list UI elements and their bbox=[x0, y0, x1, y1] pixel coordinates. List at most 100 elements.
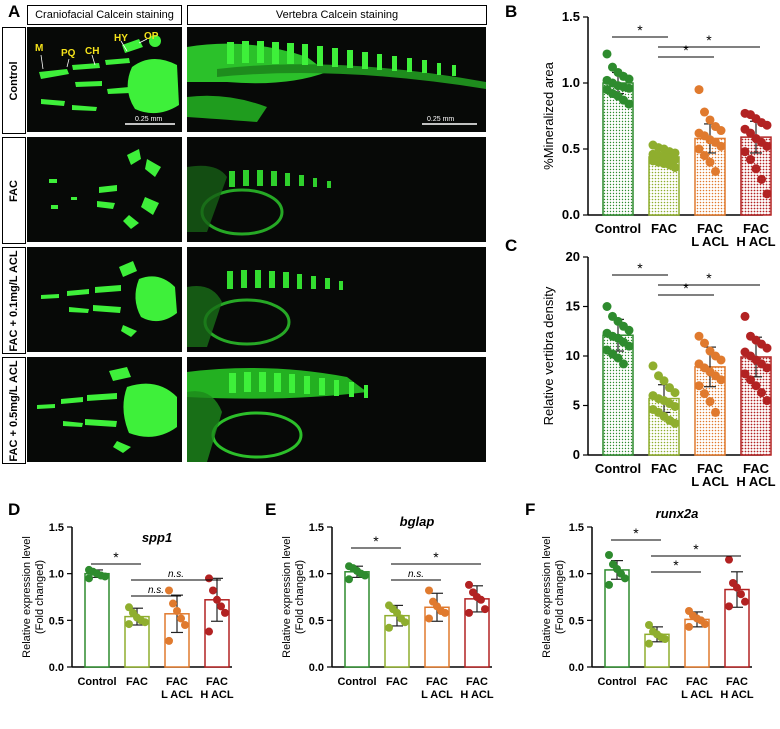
significance-label: * bbox=[637, 260, 643, 276]
y-tick-label: 1.0 bbox=[569, 569, 584, 581]
category-label: FAC bbox=[126, 676, 148, 688]
data-point bbox=[481, 605, 489, 614]
category-label: FAC bbox=[726, 676, 748, 688]
significance-label: * bbox=[373, 533, 379, 549]
data-point bbox=[740, 147, 750, 157]
category-label: L ACL bbox=[681, 689, 713, 701]
data-point bbox=[700, 338, 709, 348]
panel-label-e: E bbox=[265, 500, 277, 519]
y-axis-label-line: Relative vertibra density bbox=[541, 286, 556, 425]
y-tick-label: 0.5 bbox=[309, 615, 324, 627]
y-tick-label: 1.5 bbox=[562, 9, 580, 24]
significance-label: n.s. bbox=[408, 569, 424, 580]
category-label: L ACL bbox=[161, 689, 193, 701]
data-point bbox=[85, 574, 93, 583]
annot-hy: HY bbox=[114, 33, 128, 44]
y-axis-label: Relative vertibra density bbox=[541, 286, 556, 425]
data-point bbox=[165, 586, 173, 595]
significance-label: * bbox=[673, 557, 679, 573]
row-label-control: Control bbox=[2, 27, 26, 134]
bar bbox=[84, 572, 110, 668]
category-label: Control bbox=[595, 221, 641, 236]
data-point bbox=[740, 369, 750, 379]
panel-label-f: F bbox=[525, 500, 536, 519]
data-point bbox=[751, 381, 761, 391]
header-vertebra: Vertebra Calcein staining bbox=[187, 5, 487, 25]
y-tick-label: 0.0 bbox=[49, 662, 64, 674]
data-point bbox=[670, 388, 680, 398]
data-point bbox=[725, 602, 733, 611]
data-point bbox=[762, 141, 772, 151]
category-label: Control bbox=[597, 676, 636, 688]
data-point bbox=[694, 331, 704, 341]
data-point bbox=[737, 590, 745, 599]
y-tick-label: 5 bbox=[573, 398, 580, 413]
data-point bbox=[694, 381, 704, 391]
category-label: FAC bbox=[426, 676, 448, 688]
panel-label-d: D bbox=[8, 500, 21, 519]
data-point bbox=[181, 621, 189, 629]
y-tick-label: 1.0 bbox=[309, 569, 324, 581]
data-point bbox=[205, 627, 213, 636]
data-point bbox=[477, 595, 485, 604]
data-point bbox=[661, 635, 669, 643]
data-point bbox=[694, 85, 704, 95]
data-point bbox=[605, 580, 613, 589]
category-label: FAC bbox=[206, 676, 228, 688]
data-point bbox=[602, 302, 612, 311]
data-point bbox=[645, 621, 653, 629]
category-label: FAC bbox=[743, 461, 770, 476]
data-point bbox=[177, 614, 185, 623]
data-point bbox=[645, 639, 653, 648]
data-point bbox=[624, 99, 634, 109]
y-tick-label: 0.5 bbox=[562, 141, 580, 156]
data-point bbox=[705, 397, 715, 407]
data-point bbox=[125, 620, 133, 629]
data-point bbox=[465, 580, 473, 589]
y-tick-label: 0.5 bbox=[569, 615, 584, 627]
y-axis-label: %Mineralized area bbox=[541, 61, 556, 169]
category-label: FAC bbox=[651, 221, 678, 236]
significance-label: * bbox=[683, 280, 689, 296]
data-point bbox=[345, 575, 353, 584]
data-point bbox=[605, 551, 613, 559]
image-fac-craniofacial bbox=[27, 137, 182, 242]
significance-label: n.s. bbox=[168, 569, 184, 580]
y-tick-label: 15 bbox=[566, 299, 580, 314]
data-point bbox=[213, 595, 221, 604]
chart-title: bglap bbox=[400, 514, 435, 529]
data-point bbox=[705, 115, 715, 125]
data-point bbox=[659, 376, 669, 386]
y-tick-label: 1.5 bbox=[569, 522, 584, 534]
y-axis-label-line: (Fold changed) bbox=[34, 560, 46, 634]
y-tick-label: 0.5 bbox=[49, 615, 64, 627]
data-point bbox=[385, 623, 393, 632]
category-label: H ACL bbox=[736, 234, 775, 249]
data-point bbox=[624, 83, 634, 93]
bar bbox=[344, 571, 370, 668]
panel-label-b: B bbox=[505, 2, 518, 21]
category-label: H ACL bbox=[736, 474, 775, 489]
data-point bbox=[670, 401, 680, 411]
y-axis-label-line: Relative expression level bbox=[541, 536, 553, 658]
image-fac-vertebra bbox=[187, 137, 486, 242]
data-point bbox=[101, 572, 109, 581]
chart-b: 0.0 0.5 1.0 1.5 %Mineralized area Control FAC F… bbox=[541, 9, 776, 249]
significance-label: * bbox=[633, 525, 639, 541]
data-point bbox=[141, 618, 149, 627]
data-point bbox=[624, 341, 634, 351]
image-control-vertebra: 0.25 mm bbox=[187, 27, 486, 132]
data-point bbox=[209, 586, 217, 595]
chart-title: runx2a bbox=[656, 506, 699, 521]
data-point bbox=[670, 418, 680, 428]
data-point bbox=[602, 49, 612, 59]
y-tick-label: 0 bbox=[573, 447, 580, 462]
row-label-fac-high-acl: FAC + 0.5mg/L ACL bbox=[2, 357, 26, 464]
data-point bbox=[361, 571, 369, 580]
chart-title: spp1 bbox=[142, 530, 172, 545]
row-label-fac: FAC bbox=[2, 137, 26, 244]
annot-op: OP bbox=[144, 31, 159, 42]
category-label: Control bbox=[595, 461, 641, 476]
y-axis-label-line: (Fold changed) bbox=[294, 560, 306, 634]
